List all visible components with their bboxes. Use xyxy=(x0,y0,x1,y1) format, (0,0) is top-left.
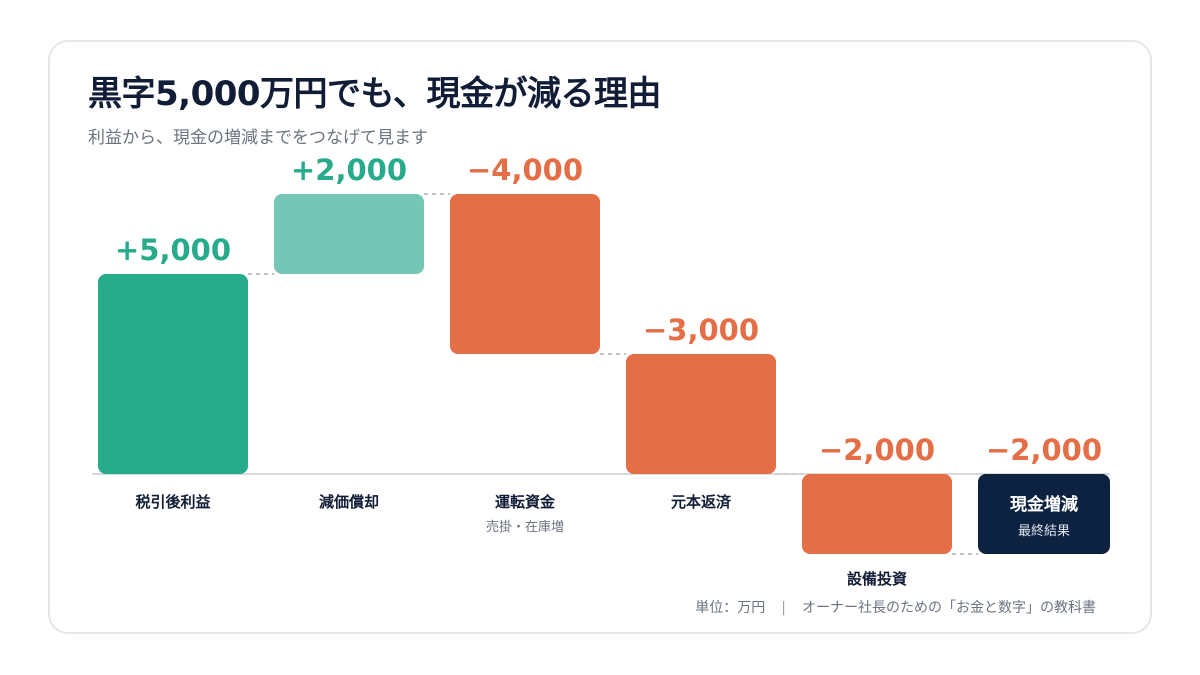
bar-5 xyxy=(802,474,952,554)
bars-group xyxy=(98,194,1110,554)
value-label-4: −3,000 xyxy=(643,313,759,347)
category-label-2: 減価償却 xyxy=(319,493,379,511)
category-sublabel-3: 売掛・在庫増 xyxy=(486,519,564,535)
category-label-1: 税引後利益 xyxy=(135,493,210,511)
bar-4 xyxy=(626,354,776,474)
chart-footer: 単位：万円 | オーナー社長のための「お金と数字」の教科書 xyxy=(695,597,1096,617)
category-label-4: 元本返済 xyxy=(671,493,732,511)
page-title: 黒字5,000万円でも、現金が減る理由 xyxy=(88,74,662,114)
category-label-total: 現金増減 xyxy=(1010,494,1078,515)
unit-note: 単位：万円 xyxy=(695,600,766,616)
category-label-5: 設備投資 xyxy=(847,570,907,588)
category-sublabel-total: 最終結果 xyxy=(1018,523,1070,539)
value-label-total: −2,000 xyxy=(986,433,1102,467)
value-label-1: +5,000 xyxy=(115,233,231,267)
value-label-5: −2,000 xyxy=(819,433,935,467)
page-subtitle: 利益から、現金の増減までをつなげて見ます xyxy=(88,128,428,148)
bar-1 xyxy=(98,274,248,474)
value-label-2: +2,000 xyxy=(291,153,407,187)
category-label-3: 運転資金 xyxy=(495,493,556,511)
value-label-3: −4,000 xyxy=(467,153,583,187)
bar-2 xyxy=(274,194,424,274)
bar-3 xyxy=(450,194,600,354)
bar-total xyxy=(978,474,1110,554)
source-note: オーナー社長のための「お金と数字」の教科書 xyxy=(802,600,1096,616)
footer-separator: | xyxy=(781,600,786,616)
